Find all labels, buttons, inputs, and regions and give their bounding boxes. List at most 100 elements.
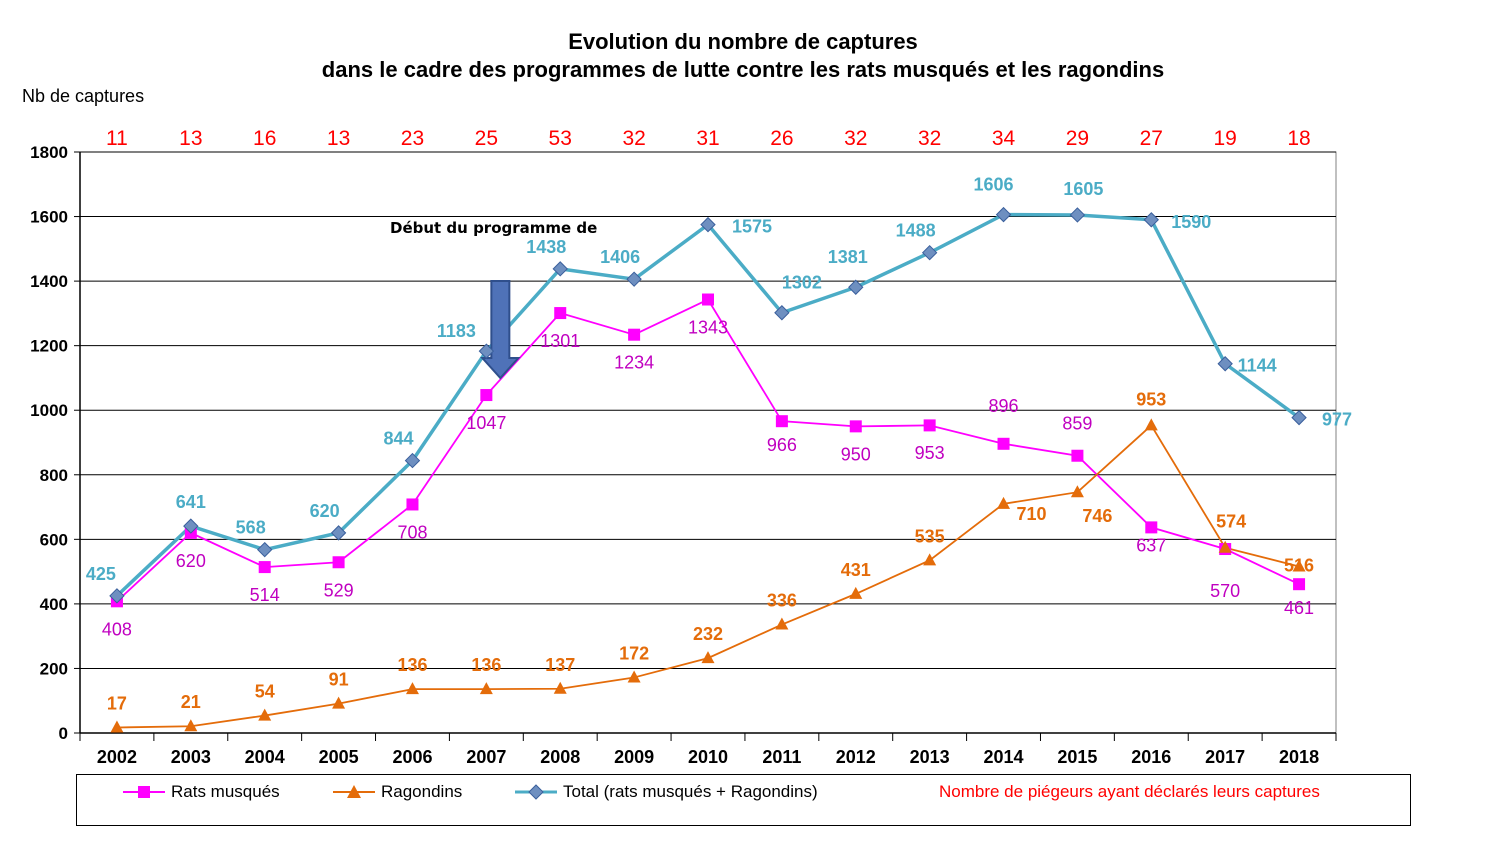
legend-label-rats-musques: Rats musqués: [171, 782, 280, 801]
total-point: [404, 452, 421, 469]
rats-value-label: 1234: [614, 353, 654, 373]
rats-value-label: 1047: [466, 413, 506, 433]
trappers-count-label: 23: [401, 127, 424, 150]
total-value-label: 977: [1322, 410, 1352, 430]
rats-value-label: 708: [397, 522, 427, 542]
total-point: [700, 216, 716, 233]
ragondins-value-label: 91: [329, 670, 349, 690]
total-point: [626, 271, 642, 287]
legend-marker-triangle-icon: [333, 785, 375, 798]
y-tick-label: 200: [40, 659, 68, 678]
total-point: [1069, 207, 1086, 223]
trappers-count-label: 16: [253, 127, 276, 150]
rats-point: [923, 419, 936, 432]
total-value-label: 620: [310, 501, 340, 521]
x-tick-label: 2004: [245, 747, 285, 767]
y-tick-label: 1200: [30, 337, 68, 356]
ragondins-value-label: 535: [915, 526, 945, 546]
chart-title-line-1: Evolution du nombre de captures: [568, 29, 918, 54]
ragondins-point: [110, 720, 124, 733]
rats-value-label: 637: [1136, 535, 1166, 555]
rats-point: [702, 293, 714, 306]
x-tick-label: 2003: [171, 747, 211, 767]
ragondins-value-label: 431: [841, 560, 871, 580]
chart-title: Evolution du nombre de captures dans le …: [0, 28, 1486, 84]
rats-point: [997, 437, 1010, 450]
rats-point: [258, 561, 271, 574]
rats-point: [480, 389, 493, 402]
rats-value-label: 953: [915, 443, 945, 463]
ragondins-point: [849, 586, 863, 599]
ragondins-value-label: 746: [1082, 506, 1112, 526]
annotation-label: Début du programme de: [390, 219, 597, 237]
ragondins-point: [479, 682, 493, 695]
y-axis-label: Nb de captures: [22, 86, 145, 106]
x-tick-label: 2005: [319, 747, 359, 767]
rats-point: [1293, 578, 1306, 591]
total-point: [1143, 212, 1160, 228]
total-point: [183, 518, 199, 534]
rats-value-label: 461: [1284, 598, 1314, 618]
y-tick-label: 1600: [30, 208, 68, 227]
x-tick-label: 2012: [836, 747, 876, 767]
legend-item-rats-musques: Rats musqués: [121, 781, 280, 803]
total-value-label: 568: [236, 518, 266, 538]
rats-value-label: 529: [324, 580, 354, 600]
trappers-count-label: 32: [918, 127, 941, 150]
ragondins-value-label: 54: [255, 682, 275, 702]
total-point: [478, 343, 495, 359]
total-point: [848, 279, 864, 295]
ragondins-value-label: 516: [1284, 555, 1314, 575]
ragondins-value-label: 953: [1136, 389, 1166, 409]
trappers-count-label: 19: [1213, 127, 1236, 150]
rats-point: [406, 498, 419, 511]
legend-label-piegeurs: Nombre de piégeurs ayant déclarés leurs …: [939, 782, 1320, 801]
x-tick-label: 2013: [910, 747, 950, 767]
legend-item-total: Total (rats musqués + Ragondins): [513, 781, 818, 803]
x-tick-label: 2015: [1057, 747, 1097, 767]
total-point: [995, 206, 1012, 223]
x-tick-label: 2017: [1205, 747, 1245, 767]
total-point: [774, 305, 790, 321]
ragondins-point: [553, 681, 567, 694]
ragondins-point: [997, 496, 1011, 509]
ragondins-point: [775, 617, 789, 630]
ragondins-point: [184, 719, 198, 732]
ragondins-point: [1070, 485, 1084, 498]
x-tick-label: 2011: [762, 747, 801, 767]
total-point: [109, 588, 125, 604]
total-value-label: 1381: [828, 247, 868, 267]
y-tick-label: 1000: [30, 401, 68, 420]
total-value-label: 1488: [896, 221, 936, 241]
rats-point: [554, 307, 567, 320]
x-tick-label: 2018: [1279, 747, 1319, 767]
total-value-label: 1605: [1063, 179, 1103, 199]
trappers-count-label: 11: [106, 127, 128, 150]
total-value-label: 1438: [526, 237, 566, 257]
x-tick-label: 2008: [540, 747, 580, 767]
trappers-count-label: 26: [770, 127, 793, 150]
legend-marker-diamond-icon: [515, 784, 557, 800]
rats-value-label: 620: [176, 551, 206, 571]
ragondins-value-label: 574: [1216, 512, 1246, 532]
ragondins-point: [405, 682, 419, 695]
y-tick-label: 1800: [30, 143, 68, 162]
plot-area: [79, 151, 1337, 734]
total-value-label: 1302: [782, 273, 822, 293]
rats-value-label: 408: [102, 619, 132, 639]
trappers-count-label: 27: [1140, 127, 1163, 150]
total-value-label: 1144: [1238, 356, 1277, 376]
total-point: [1217, 356, 1233, 372]
rats-value-label: 859: [1062, 414, 1092, 434]
ragondins-value-label: 17: [107, 694, 127, 714]
ragondins-value-label: 172: [619, 643, 649, 663]
rats-value-label: 950: [841, 444, 871, 464]
legend-item-piegeurs: Nombre de piégeurs ayant déclarés leurs …: [939, 781, 1320, 803]
y-tick-label: 400: [40, 595, 68, 614]
legend: Rats musqués Ragondins Total (rats musqu…: [76, 774, 1411, 826]
trappers-count-label: 31: [696, 127, 719, 150]
trappers-count-label: 25: [475, 127, 498, 150]
ragondins-point: [1292, 559, 1306, 572]
ragondins-value-label: 232: [693, 624, 723, 644]
rats-value-label: 570: [1210, 581, 1240, 601]
